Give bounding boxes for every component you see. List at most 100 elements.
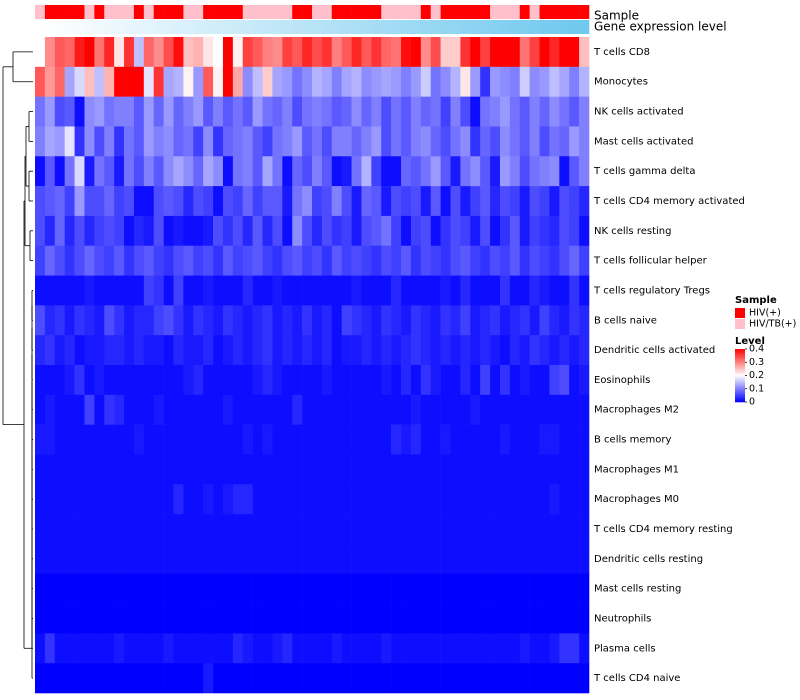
heatmap-cell [242,305,253,336]
heatmap-cell [282,66,293,97]
heatmap-cell [44,335,56,366]
heatmap-cell [272,484,283,515]
heatmap-cell [460,663,471,694]
row-label: Dendritic cells activated [594,345,715,356]
heatmap-cell [460,156,471,187]
level-legend-title: Level [735,336,765,347]
heatmap-cell [579,186,590,217]
heatmap-cell [499,156,511,187]
heatmap-cell [539,96,550,127]
heatmap-cell [539,215,550,247]
heatmap-cell [44,365,56,396]
heatmap-cell [302,126,313,157]
heatmap-cell [351,335,362,366]
gene-annotation-cell [381,20,392,34]
heatmap-cell [391,37,402,68]
heatmap-cell [470,156,481,187]
heatmap-cell [361,424,372,455]
heatmap-cell [44,573,56,604]
heatmap-cell [351,126,362,157]
heatmap-cell [124,245,135,276]
heatmap-cell [94,573,105,604]
heatmap-cell [460,514,471,545]
heatmap-cell [450,245,461,276]
heatmap-cell [84,394,95,425]
heatmap-cell [84,96,95,127]
heatmap-cell [272,514,283,545]
heatmap-cell [44,96,56,127]
heatmap-cell [579,126,590,157]
heatmap-cell [509,245,521,276]
heatmap-cell [35,573,46,604]
heatmap-cell [143,305,155,336]
heatmap-cell [153,394,164,425]
sample-annotation-cell [331,5,342,19]
heatmap-cell [232,543,244,575]
gene-annotation-cell [420,20,432,34]
heatmap-cell [35,394,46,425]
level-legend-gradient [735,390,745,392]
level-legend-gradient [735,391,745,394]
heatmap-cell [480,156,491,187]
heatmap-cell [321,454,333,485]
heatmap-cell [470,365,481,396]
heatmap-cell [252,215,263,247]
heatmap-cell [173,603,184,634]
heatmap-cell [173,633,184,664]
heatmap-cell [242,394,253,425]
heatmap-cell [391,126,402,157]
heatmap-cell [559,394,570,425]
heatmap-cell [529,573,540,604]
heatmap-cell [104,514,115,545]
heatmap-cell [420,514,432,545]
heatmap-cell [183,245,194,276]
heatmap-cell [252,335,263,366]
heatmap-cell [193,96,204,127]
gene-annotation-cell [351,20,362,34]
heatmap-cell [153,37,164,68]
heatmap-cell [262,126,273,157]
heatmap-cell [420,275,432,306]
heatmap-cell [450,663,461,694]
heatmap-cell [54,126,65,157]
heatmap-cell [104,663,115,694]
heatmap-cell [579,454,590,485]
heatmap-cell [114,424,125,455]
heatmap-cell [104,603,115,634]
heatmap-cell [391,156,402,187]
heatmap-cell [391,394,402,425]
sample-annotation-cell [133,5,145,19]
heatmap-cell [54,543,65,575]
gene-annotation-cell [312,20,323,34]
heatmap-cell [64,66,75,97]
heatmap-cell [331,365,342,396]
heatmap-cell [430,335,441,366]
heatmap-cell [163,394,174,425]
heatmap-cell [321,484,333,515]
heatmap-cell [183,394,194,425]
heatmap-cell [183,126,194,157]
heatmap-cell [44,663,56,694]
heatmap-cell [282,275,293,306]
heatmap-cell [499,186,511,217]
heatmap-cell [490,245,501,276]
heatmap-cell [282,394,293,425]
level-legend-gradient [735,376,745,379]
heatmap-cell [401,454,412,485]
heatmap-cell [35,156,46,187]
level-legend-gradient [735,374,745,376]
heatmap-cell [222,573,234,604]
row-label: Neutrophils [594,613,651,624]
heatmap-cell [539,424,550,455]
heatmap-cell [420,186,432,217]
heatmap-cell [401,484,412,515]
heatmap-cell [104,37,115,68]
heatmap-cell [420,484,432,515]
heatmap-cell [539,484,550,515]
heatmap-cell [539,245,550,276]
heatmap-cell [371,365,382,396]
heatmap-cell [203,663,214,694]
heatmap-cell [232,394,244,425]
heatmap-cell [222,454,234,485]
